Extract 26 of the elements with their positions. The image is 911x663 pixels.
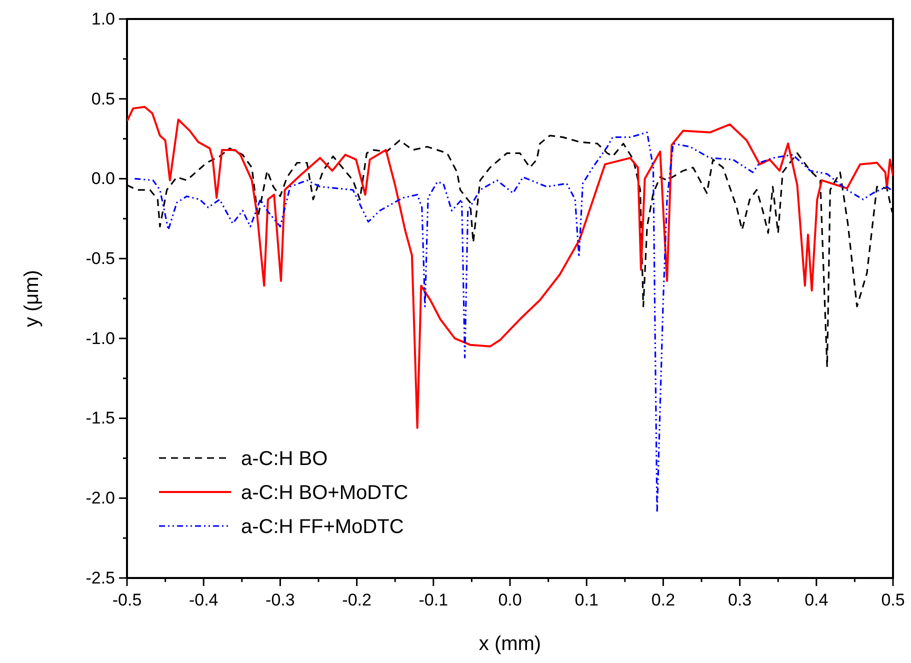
x-tick-label: 0.0 xyxy=(498,590,522,610)
legend-label: a-C:H BO xyxy=(241,448,328,470)
x-tick-label: 0.5 xyxy=(881,590,905,610)
x-tick-label: -0.4 xyxy=(188,590,218,610)
y-tick-label: 1.0 xyxy=(91,9,115,28)
y-tick-label: 0.0 xyxy=(91,169,115,188)
x-axis-title: x (mm) xyxy=(478,633,542,655)
y-axis-title: y (μm) xyxy=(21,270,43,328)
legend-label: a-C:H BO+MoDTC xyxy=(241,482,408,504)
x-tick-label: 0.4 xyxy=(804,590,828,610)
x-tick-label: -0.2 xyxy=(342,590,372,610)
x-tick-label: 0.2 xyxy=(651,590,676,610)
legend-label: a-C:H FF+MoDTC xyxy=(241,516,404,538)
x-tick-label: -0.5 xyxy=(112,590,142,610)
y-tick-label: -2.5 xyxy=(86,568,115,588)
y-tick-label: 0.5 xyxy=(91,89,115,108)
line-series xyxy=(134,132,893,514)
y-tick-label: -0.5 xyxy=(86,249,115,268)
x-tick-label: -0.3 xyxy=(266,590,295,610)
x-tick-label: -0.1 xyxy=(418,590,448,610)
line-series xyxy=(127,106,893,429)
y-tick-label: -1.0 xyxy=(86,328,115,348)
y-tick-label: -2.0 xyxy=(86,488,115,508)
x-tick-label: 0.1 xyxy=(574,590,598,610)
x-tick-label: 0.3 xyxy=(728,590,752,610)
y-tick-label: -1.5 xyxy=(86,408,115,428)
